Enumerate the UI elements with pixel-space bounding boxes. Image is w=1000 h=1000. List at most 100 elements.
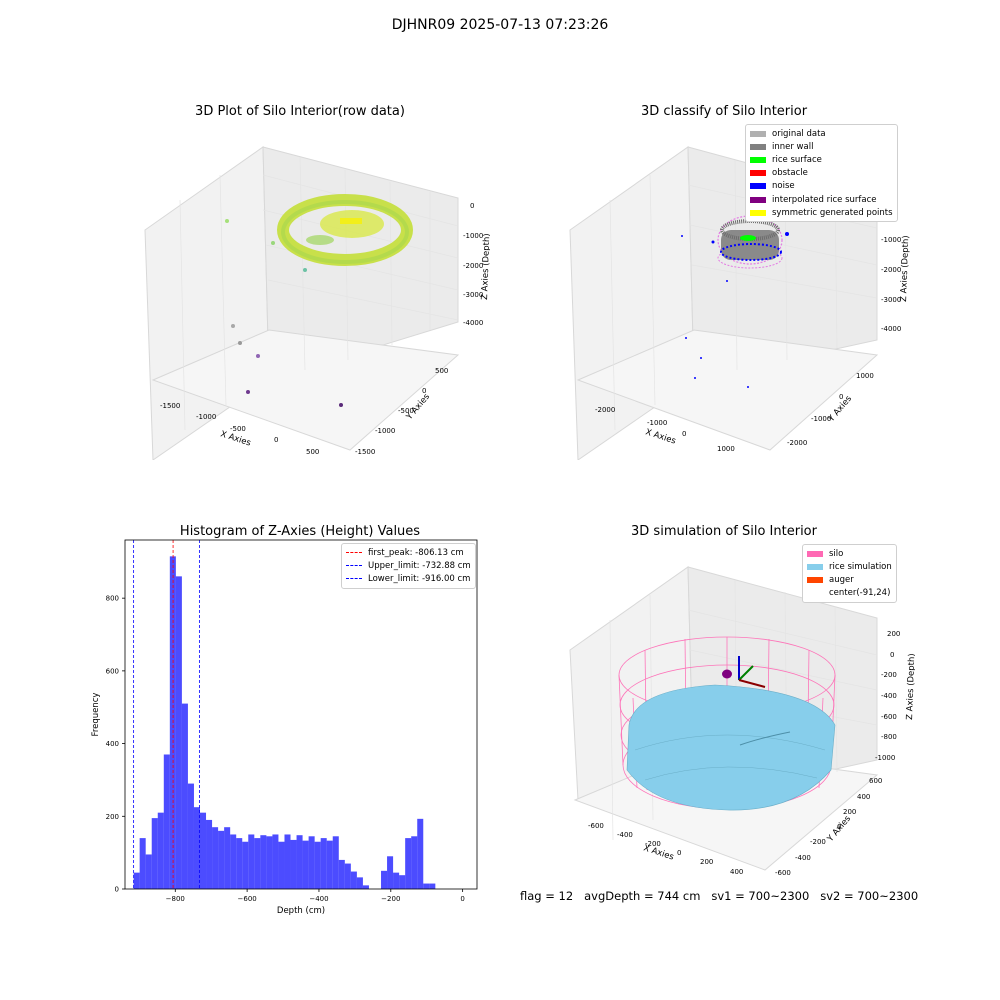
simulation-z-tick: 0 — [890, 651, 894, 659]
classify-z-axis-label: Z Axies (Depth) — [899, 235, 911, 302]
simulation-y-tick: -400 — [795, 854, 811, 862]
auger-marker — [722, 656, 766, 688]
legend-item: Upper_limit: -732.88 cm — [346, 559, 471, 572]
legend-swatch — [750, 209, 766, 216]
raw-y-tick: -1500 — [355, 448, 375, 456]
classify-y-tick: 1000 — [856, 372, 874, 380]
legend-item: rice surface — [750, 153, 893, 166]
histogram-bar — [393, 872, 400, 889]
histogram-bar — [181, 703, 188, 889]
legend-item: first_peak: -806.13 cm — [346, 546, 471, 559]
raw-3d-plot: -1500 -1000 -500 0 500 500 0 -500 -1000 … — [144, 146, 490, 460]
simulation-x-tick: -200 — [645, 840, 661, 848]
raw-x-tick: -1000 — [196, 413, 216, 421]
histogram-bar — [206, 819, 213, 889]
simulation-z-tick: -200 — [881, 671, 897, 679]
classify-z-tick: -1000 — [881, 236, 901, 244]
histogram-x-tick-label: −800 — [166, 895, 185, 903]
histogram-bar — [193, 807, 200, 889]
histogram-bar — [199, 812, 207, 889]
histogram-bar — [338, 859, 345, 889]
histogram-y-axis-label: Frequency — [91, 693, 101, 737]
legend-swatch — [750, 183, 766, 190]
histogram-bar — [175, 576, 182, 889]
legend-line — [346, 578, 362, 580]
histogram-bar — [290, 839, 297, 889]
raw-z-tick: 0 — [470, 202, 474, 210]
legend-swatch — [807, 576, 823, 583]
simulation-x-tick: -600 — [588, 822, 604, 830]
histogram-bar — [356, 877, 363, 889]
histogram-bar — [326, 840, 333, 889]
legend-line — [346, 552, 362, 554]
classify-z-tick: -4000 — [881, 325, 901, 333]
histogram-bar — [266, 836, 273, 889]
legend-line — [346, 565, 362, 567]
raw-z-tick: -4000 — [463, 319, 483, 327]
legend-label: interpolated rice surface — [772, 194, 877, 205]
simulation-y-tick: 600 — [869, 777, 882, 785]
histogram-bar — [272, 834, 279, 889]
raw-z-tick: -3000 — [463, 291, 483, 299]
raw-z-axis-label: Z Axies (Depth) — [480, 233, 490, 300]
histogram-bar — [411, 836, 418, 889]
raw-y-tick: -1000 — [375, 427, 395, 435]
classify-legend: original data inner wall rice surface ob… — [745, 124, 898, 223]
histogram-bar — [399, 875, 406, 889]
legend-swatch — [750, 130, 766, 137]
histogram-bar — [350, 871, 357, 889]
legend-item: auger — [807, 573, 892, 586]
legend-swatch — [807, 550, 823, 557]
legend-label: center(-91,24) — [829, 588, 891, 599]
legend-swatch — [807, 590, 823, 597]
classify-y-tick: -1000 — [811, 415, 831, 423]
simulation-3d-plot: -600 -400 -200 0 200 400 600 400 200 0 -… — [569, 566, 915, 877]
histogram-x-tick-label: −200 — [381, 895, 400, 903]
histogram-x-tick-label: 0 — [460, 895, 464, 903]
classify-x-tick: 1000 — [717, 445, 735, 453]
simulation-y-axis-label: Y Axies — [825, 814, 853, 845]
histogram-bar — [139, 838, 146, 889]
histogram-bar — [344, 863, 351, 889]
classify-y-tick: -2000 — [787, 439, 807, 447]
histogram-bar — [248, 834, 255, 889]
histogram-bar — [224, 827, 231, 889]
histogram-bar — [242, 841, 249, 889]
legend-label: silo — [829, 548, 844, 559]
histogram-bar — [163, 754, 170, 889]
histogram-legend: first_peak: -806.13 cm Upper_limit: -732… — [341, 543, 476, 589]
histogram-bar — [417, 818, 424, 889]
simulation-tick-labels: -600 -400 -200 0 200 400 600 400 200 0 -… — [588, 630, 900, 877]
legend-label: symmetric generated points — [772, 207, 893, 218]
legend-item: noise — [750, 180, 893, 193]
histogram-x-tick-label: −600 — [238, 895, 257, 903]
simulation-z-tick: -1000 — [875, 754, 895, 762]
histogram-bar — [314, 841, 321, 889]
simulation-legend: silo rice simulation auger center(-91,24… — [802, 544, 897, 603]
histogram-bar — [145, 854, 152, 889]
histogram-bar — [308, 836, 315, 889]
classify-x-axis-label: X Axies — [644, 427, 677, 446]
histogram-bar — [284, 834, 291, 889]
histogram-bar — [260, 835, 267, 889]
histogram-bar — [296, 835, 303, 889]
raw-z-tick: -2000 — [463, 262, 483, 270]
classify-x-tick: -1000 — [647, 419, 667, 427]
histogram-bar — [278, 841, 285, 889]
raw-x-tick: 0 — [274, 436, 278, 444]
histogram-bar — [212, 827, 219, 889]
simulation-x-tick: 400 — [730, 868, 743, 876]
legend-label: noise — [772, 181, 795, 192]
legend-item: interpolated rice surface — [750, 193, 893, 206]
classify-scatter — [681, 215, 789, 388]
simulation-y-tick: 0 — [837, 823, 841, 831]
histogram-bar — [320, 838, 327, 889]
simulation-y-tick: -200 — [810, 838, 826, 846]
classify-x-tick: 0 — [682, 430, 686, 438]
histogram-title: Histogram of Z-Axies (Height) Values — [179, 524, 421, 539]
raw-y-tick: 500 — [435, 367, 448, 375]
raw-x-tick: -1500 — [160, 402, 180, 410]
histogram-y-tick-label: 600 — [106, 667, 119, 675]
classify-plot-title: 3D classify of Silo Interior — [640, 104, 808, 119]
legend-swatch — [750, 196, 766, 203]
